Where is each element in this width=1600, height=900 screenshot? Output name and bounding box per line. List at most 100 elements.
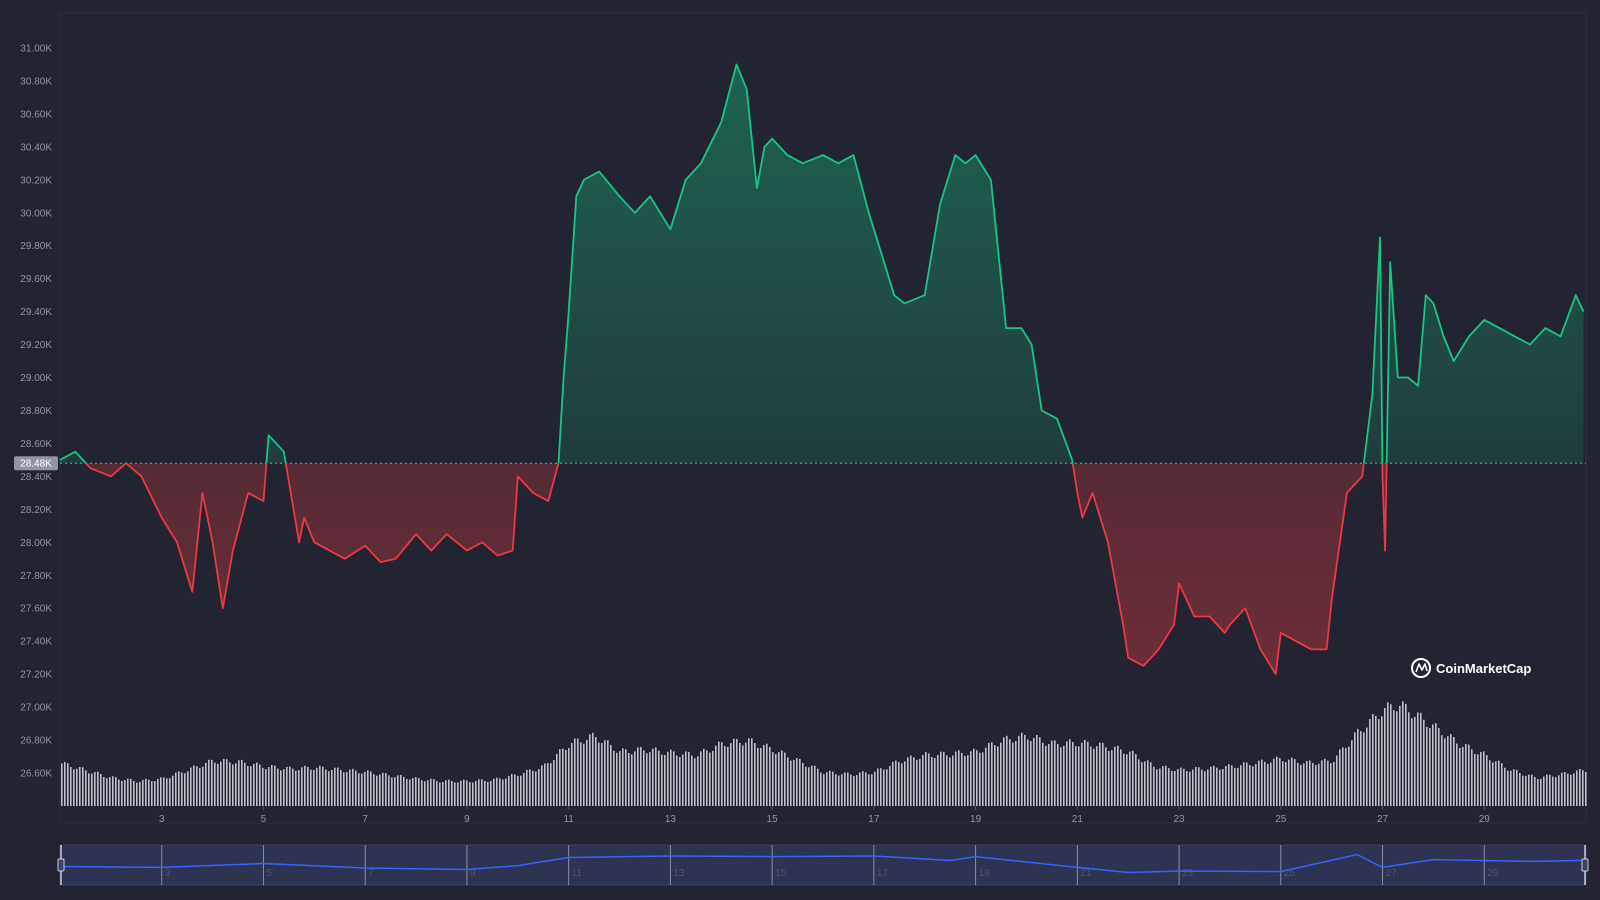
x-tick-label: 13 [665,814,677,825]
volume-bar [1522,775,1524,806]
volume-bar [538,769,540,806]
volume-bar [958,750,960,806]
volume-bar [163,777,165,806]
volume-bar [1510,770,1512,806]
navigator-left-handle[interactable] [57,845,65,885]
volume-bar [919,759,921,806]
volume-bar [448,779,450,806]
x-tick-label: 5 [261,814,267,825]
volume-bar [604,740,606,806]
y-tick-label: 26.60K [20,769,52,780]
volume-bar [514,774,516,806]
volume-bar [1042,742,1044,806]
volume-bar [253,763,255,806]
volume-bar [709,752,711,806]
volume-bar [265,769,267,806]
volume-bars [61,701,1587,806]
volume-bar [139,781,141,806]
navigator-tick-label: 7 [368,868,374,879]
volume-bar [478,779,480,806]
volume-bar [1180,767,1182,806]
y-axis: 31.00K 30.80K 30.60K 30.40K 30.20K 30.00K 29.8… [20,44,52,780]
volume-bar [754,743,756,806]
volume-bar [1078,746,1080,806]
price-line-down [84,463,1388,675]
navigator-tick-label: 27 [1386,868,1398,879]
volume-bar [325,769,327,806]
price-line-up [59,63,1585,464]
volume-bar [1300,764,1302,806]
volume-bar [742,745,744,806]
volume-bar [607,740,609,806]
volume-bar [559,749,561,806]
area-below-reference [85,463,1387,675]
volume-bar [97,771,99,806]
volume-bar [1549,774,1551,806]
volume-bar [544,763,546,806]
volume-bar [964,755,966,806]
volume-bar [838,775,840,806]
volume-bar [397,775,399,806]
volume-bar [946,755,948,806]
y-tick-label: 28.80K [20,406,52,417]
volume-bar [148,779,150,806]
volume-bar [850,774,852,806]
navigator-right-handle[interactable] [1581,845,1589,885]
volume-bar [316,767,318,806]
volume-bar [1321,760,1323,806]
volume-bar [1063,745,1065,806]
volume-bar [235,763,237,806]
volume-bar [1330,763,1332,806]
volume-bar [412,778,414,806]
volume-bar [301,767,303,806]
x-tick-label: 21 [1072,814,1084,825]
volume-bar [1471,749,1473,806]
volume-bar [556,753,558,806]
volume-bar [868,774,870,806]
volume-bar [445,780,447,806]
coinmarketcap-logo-icon [1411,658,1431,678]
volume-bar [655,747,657,806]
volume-bar [1102,742,1104,806]
volume-bar [586,739,588,806]
volume-bar [787,757,789,806]
volume-bar [190,767,192,806]
volume-bar [523,772,525,806]
volume-bar [322,766,324,806]
volume-bar [1546,774,1548,806]
volume-bar [1018,735,1020,806]
navigator-tick-label: 25 [1284,868,1296,879]
range-navigator[interactable]: 3 5 7 9 11 13 15 17 19 21 23 25 27 29 [57,844,1589,886]
volume-bar [1582,770,1584,806]
volume-bar [79,766,81,806]
volume-bar [313,769,315,806]
area-above-reference [60,64,1584,464]
coinmarketcap-watermark: CoinMarketCap [1411,658,1531,678]
x-tick-label: 17 [868,814,880,825]
volume-bar [76,768,78,806]
volume-bar [121,780,123,806]
volume-bar [244,762,246,806]
volume-bar [1144,761,1146,806]
volume-bar [202,766,204,806]
volume-bar [166,778,168,806]
volume-bar [1267,763,1269,806]
navigator-line [59,853,1587,874]
volume-bar [1408,712,1410,806]
volume-bar [811,765,813,806]
volume-bar [1189,771,1191,806]
volume-bar [1354,732,1356,806]
volume-bar [790,760,792,806]
volume-bar [1420,712,1422,806]
volume-bar [1480,751,1482,806]
volume-bar [1567,773,1569,806]
volume-bar [808,767,810,806]
volume-bar [595,737,597,806]
volume-bar [340,770,342,806]
volume-bar [1585,771,1587,806]
x-tick-label: 23 [1174,814,1186,825]
volume-bar [1012,742,1014,806]
volume-bar [1438,728,1440,806]
volume-bar [1333,761,1335,806]
